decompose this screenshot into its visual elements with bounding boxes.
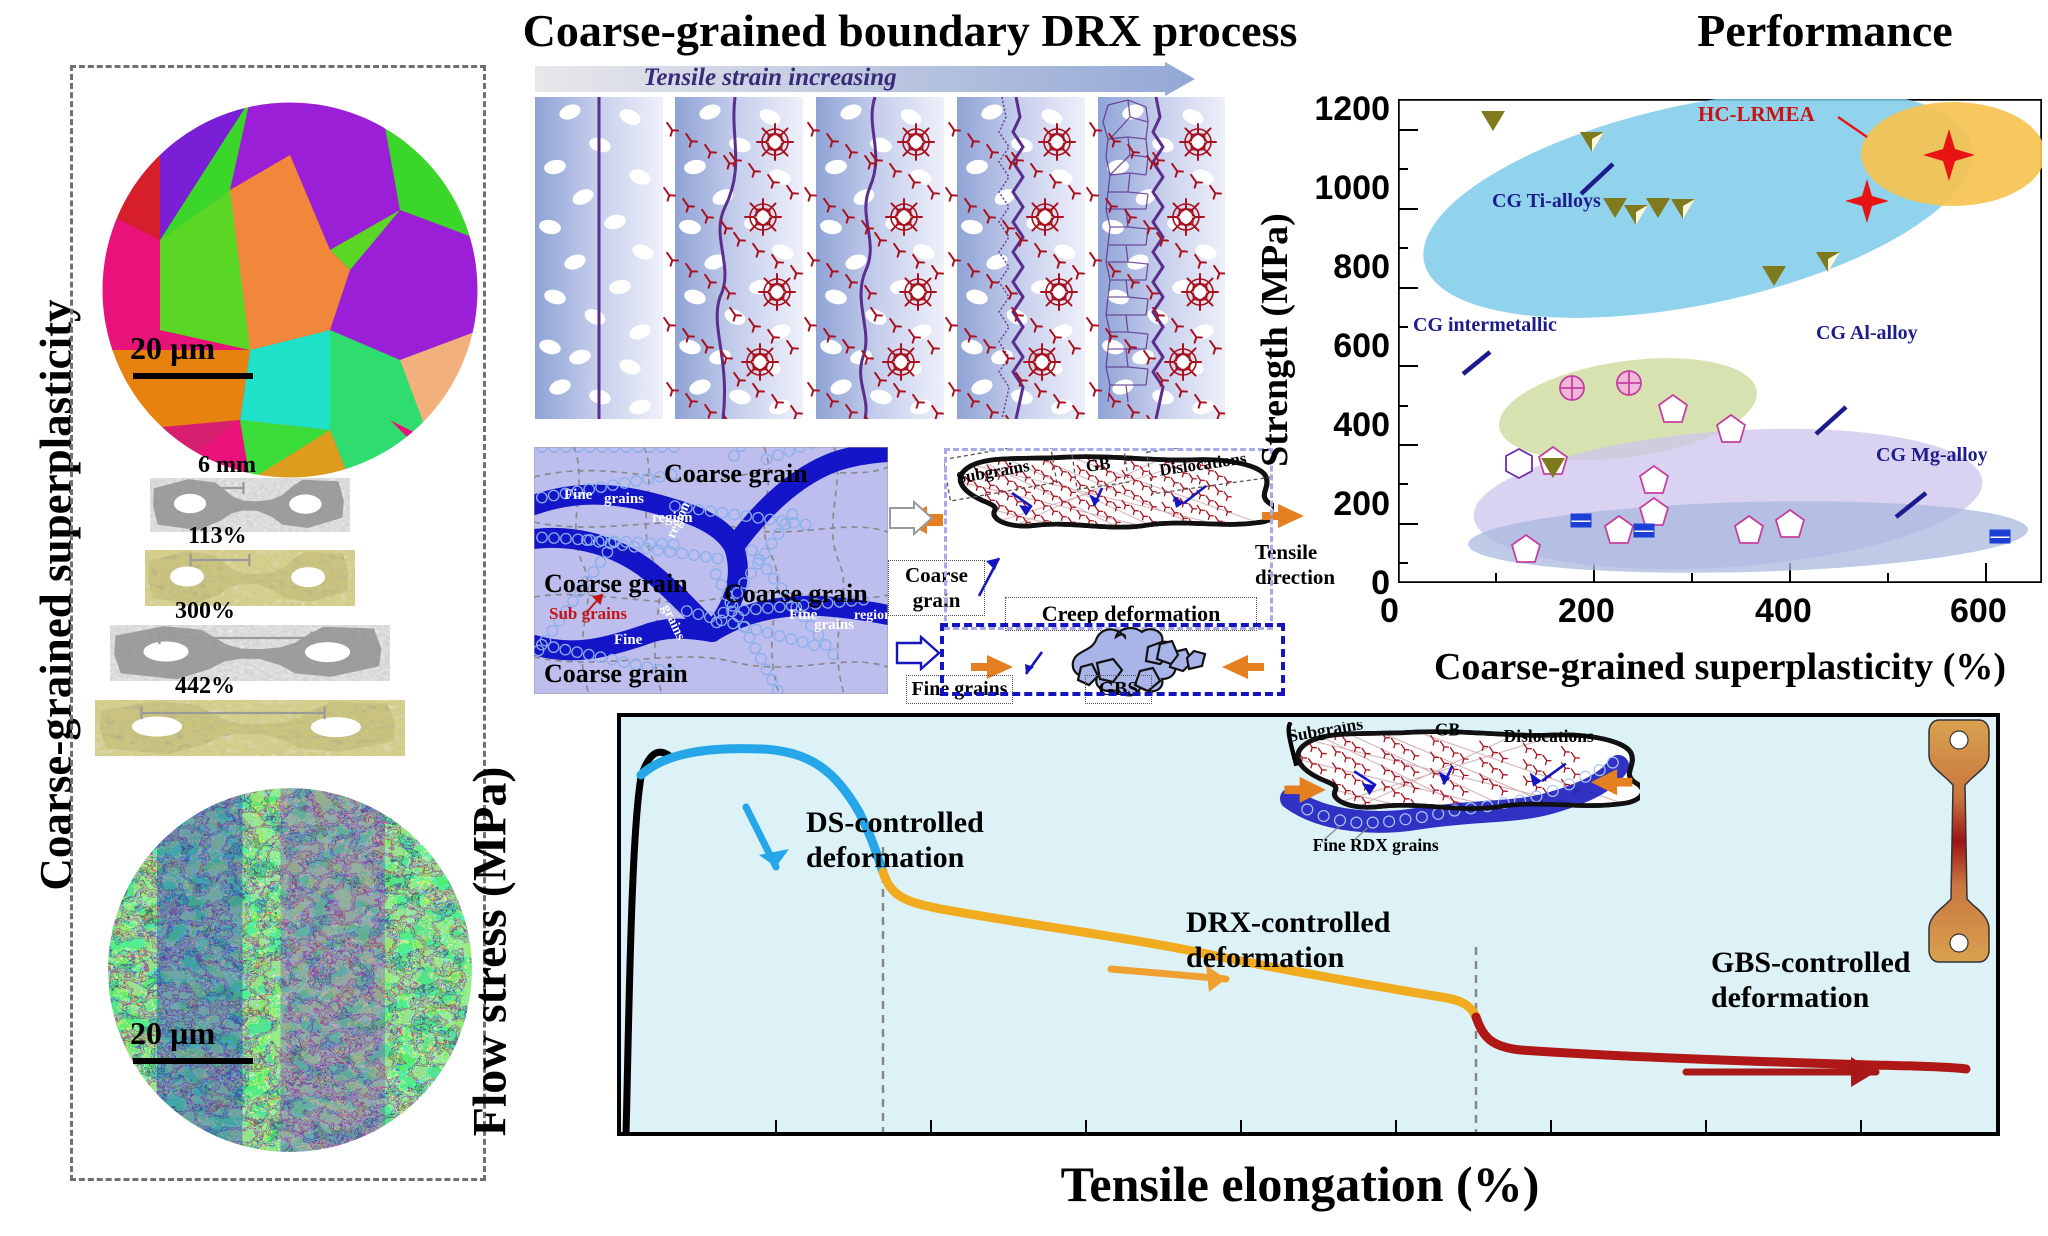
svg-text:grains: grains — [814, 617, 854, 633]
svg-text:deformation: deformation — [806, 841, 965, 874]
svg-text:deformation: deformation — [1186, 941, 1345, 974]
svg-text:Sub grains: Sub grains — [549, 604, 627, 623]
svg-text:Dislocations: Dislocations — [1504, 726, 1594, 746]
svg-text:region: region — [854, 608, 888, 623]
svg-text:HC-LRMEA: HC-LRMEA — [1698, 102, 1815, 126]
svg-text:CG Al-alloy: CG Al-alloy — [1816, 322, 1918, 344]
svg-text:Coarse grain: Coarse grain — [724, 579, 868, 608]
svg-text:CG Ti-alloys: CG Ti-alloys — [1492, 190, 1601, 212]
svg-text:Fine RDX grains: Fine RDX grains — [1313, 835, 1439, 855]
svg-text:grains: grains — [604, 491, 644, 507]
svg-text:deformation: deformation — [1711, 981, 1870, 1014]
svg-text:Fine: Fine — [614, 632, 643, 648]
svg-text:Fine: Fine — [564, 487, 593, 503]
svg-text:Coarse grain: Coarse grain — [664, 459, 808, 488]
svg-text:CG Mg-alloy: CG Mg-alloy — [1876, 444, 1988, 466]
svg-text:Coarse grain: Coarse grain — [544, 659, 688, 688]
svg-text:CG intermetallic: CG intermetallic — [1413, 314, 1557, 336]
svg-text:DRX-controlled: DRX-controlled — [1186, 906, 1391, 939]
svg-text:DS-controlled: DS-controlled — [806, 806, 984, 839]
svg-text:GB: GB — [1435, 722, 1461, 739]
svg-text:GBS-controlled: GBS-controlled — [1711, 946, 1911, 979]
svg-text:Coarse grain: Coarse grain — [544, 569, 688, 598]
